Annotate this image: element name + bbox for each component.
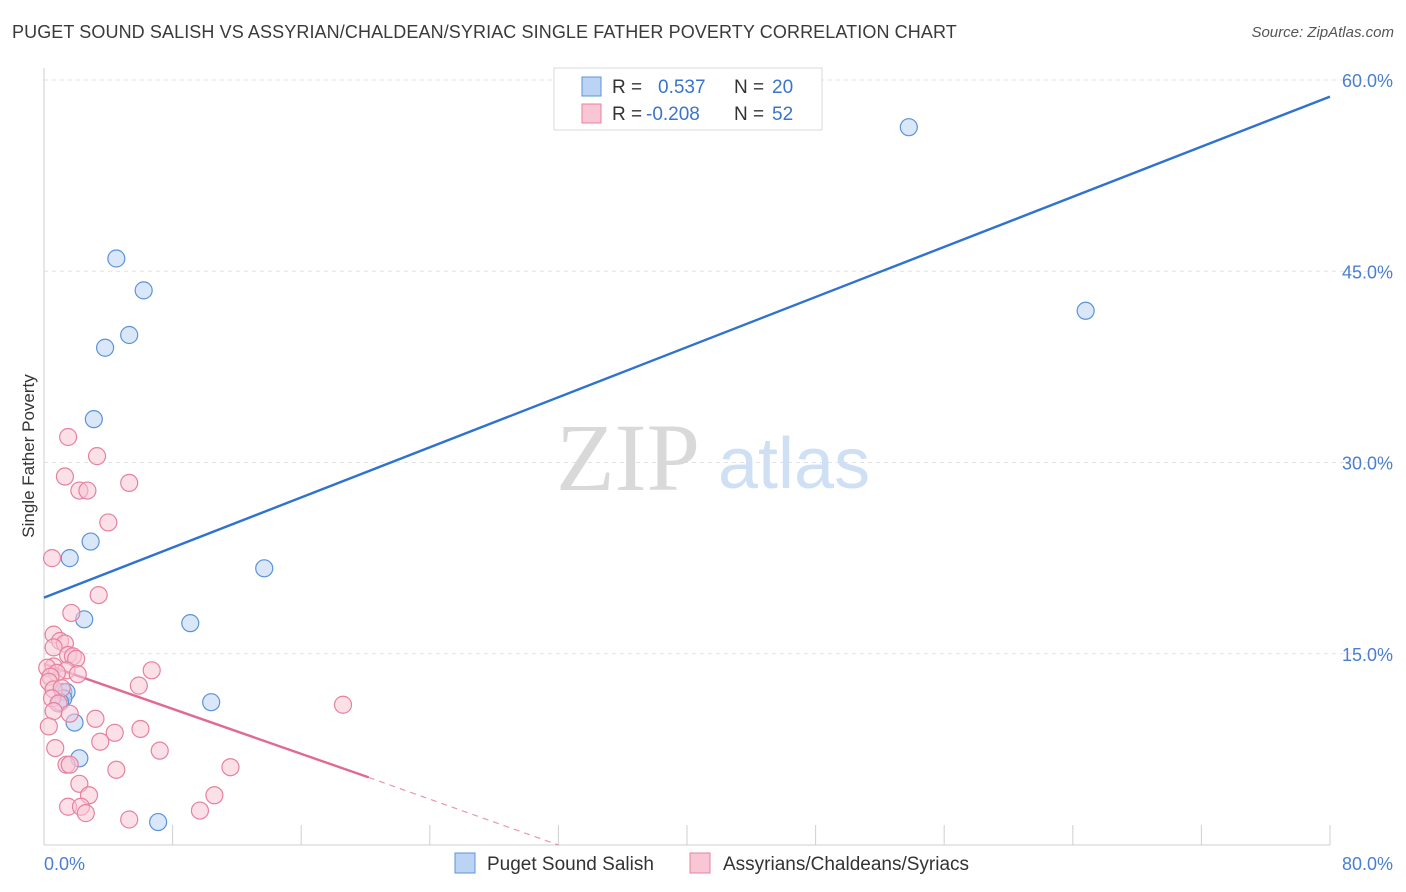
- trend-line-1: [43, 662, 370, 779]
- point-s0-7: [255, 559, 274, 578]
- chart-title: PUGET SOUND SALISH VS ASSYRIAN/CHALDEAN/…: [12, 22, 957, 42]
- point-s1-26: [129, 676, 148, 695]
- legend-n-value-1: 20: [772, 77, 793, 98]
- y-tick-label-1: 30.0%: [1342, 454, 1393, 474]
- x-tick-label-0: 0.0%: [44, 854, 85, 874]
- point-s1-13: [44, 638, 63, 657]
- point-s1-34: [39, 717, 58, 736]
- point-s1-9: [62, 603, 81, 623]
- point-s1-32: [60, 704, 79, 723]
- point-s1-36: [105, 723, 124, 742]
- series-legend-swatch-2: [689, 852, 711, 874]
- point-s0-3: [95, 338, 115, 357]
- trend-line-extension-1: [368, 776, 559, 846]
- watermark-atlas: atlas: [718, 424, 870, 504]
- y-tick-label-2: 45.0%: [1342, 262, 1393, 282]
- legend-swatch-blue: [581, 76, 602, 97]
- grid-lines: [44, 79, 1395, 655]
- point-s1-46: [205, 786, 224, 805]
- trend-line-0: [43, 95, 1331, 599]
- point-s0-4: [84, 410, 103, 429]
- point-s0-5: [81, 532, 100, 551]
- point-s0-1: [134, 281, 153, 300]
- series-legend-label-1: Puget Sound Salish: [487, 854, 654, 875]
- watermark-zip: ZIP: [556, 404, 700, 511]
- legend-r-value-1: 0.537: [658, 77, 706, 98]
- point-s0-9: [181, 614, 200, 633]
- y-tick-label-0: 15.0%: [1342, 645, 1393, 665]
- y-axis-label: Single Father Poverty: [19, 374, 38, 538]
- point-s0-14: [202, 693, 221, 712]
- axes: [43, 68, 1331, 846]
- point-s1-49: [76, 804, 95, 823]
- legend-n-value-2: 52: [772, 104, 793, 125]
- trend-lines: [43, 95, 1331, 846]
- legend-r-value-2: -0.208: [646, 104, 700, 125]
- point-s1-0: [59, 427, 78, 447]
- point-s1-5: [78, 481, 97, 500]
- point-s1-39: [150, 741, 169, 760]
- point-s1-33: [86, 709, 105, 728]
- point-s1-41: [60, 755, 79, 774]
- point-s1-37: [91, 732, 110, 751]
- point-s0-6: [60, 549, 79, 568]
- series-legend: Puget Sound Salish Assyrians/Chaldeans/S…: [454, 852, 969, 875]
- point-s1-38: [46, 738, 65, 758]
- point-s0-18: [899, 118, 918, 137]
- point-s1-50: [190, 801, 210, 820]
- series-legend-label-2: Assyrians/Chaldeans/Syriacs: [723, 854, 969, 875]
- point-s1-2: [55, 467, 74, 486]
- stats-legend: R = 0.537 N = 20 R = -0.208 N = 52: [553, 67, 823, 131]
- legend-n-label-2: N =: [734, 104, 764, 125]
- point-s1-35: [131, 719, 150, 739]
- point-s1-42: [221, 758, 240, 777]
- legend-n-label-1: N =: [734, 77, 764, 98]
- point-s1-1: [87, 447, 107, 466]
- x-tick-label-1: 80.0%: [1342, 854, 1393, 874]
- source-label: Source: ZipAtlas.com: [1251, 24, 1394, 41]
- point-s1-8: [89, 585, 108, 605]
- tick-labels: 15.0% 30.0% 45.0% 60.0% 0.0% 80.0%: [44, 71, 1393, 874]
- point-s1-30: [44, 702, 63, 721]
- data-points: [38, 118, 1095, 832]
- point-s1-7: [42, 549, 62, 568]
- point-s1-22: [142, 661, 161, 680]
- legend-r-label-2: R =: [612, 104, 642, 125]
- point-s1-43: [107, 760, 126, 779]
- legend-swatch-pink: [581, 103, 602, 124]
- y-tick-label-3: 60.0%: [1342, 71, 1393, 91]
- series-legend-swatch-1: [454, 852, 476, 874]
- point-s1-3: [120, 473, 139, 492]
- watermark: ZIP atlas: [556, 404, 870, 511]
- point-s0-17: [149, 812, 168, 832]
- point-s1-6: [99, 513, 118, 532]
- point-s0-0: [107, 249, 126, 268]
- legend-r-label-1: R =: [612, 77, 642, 98]
- point-s0-2: [120, 325, 139, 345]
- point-s0-19: [1076, 301, 1095, 320]
- point-s1-21: [68, 665, 87, 684]
- point-s1-51: [120, 810, 139, 829]
- point-s1-31: [333, 695, 353, 714]
